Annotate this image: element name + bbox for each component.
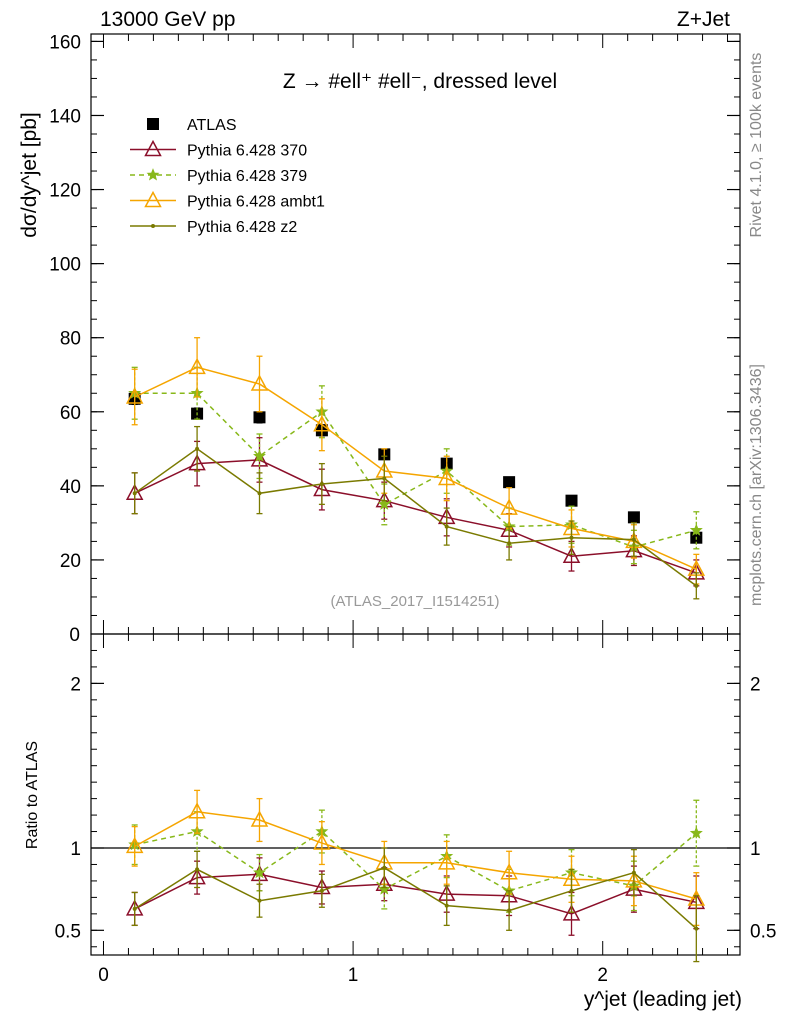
main-tick-label: 20 — [60, 551, 81, 572]
ratio-pythia-379-marker — [377, 882, 391, 895]
ratio-pythia-ambt1-marker — [437, 853, 456, 870]
legend-pythia-ambt1-marker — [144, 190, 162, 208]
legend: ATLAS Pythia 6.428 370 Pythia 6.428 379 Pyt… — [130, 117, 325, 236]
main-pythia-370-line — [134, 459, 697, 574]
ratio-tick-label-right: 2 — [750, 674, 761, 695]
ratio-pythia-ambt1-marker — [313, 833, 331, 850]
analysis-watermark: (ATLAS_2017_I1514251) — [330, 593, 499, 610]
legend-atlas-label: ATLAS — [187, 117, 237, 134]
ratio-pythia-z2-marker — [195, 867, 200, 872]
main-y-axis-title: dσ/dy^jet [pb] — [18, 112, 41, 238]
ratio-pythia-z2-marker — [444, 903, 449, 908]
legend-pythia-z2-label: Pythia 6.428 z2 — [187, 219, 297, 236]
main-zero-tick-label: 0 — [69, 625, 80, 646]
legend-pythia-ambt1-label: Pythia 6.428 ambt1 — [187, 194, 325, 211]
legend-pythia-379-label: Pythia 6.428 379 — [187, 168, 307, 185]
main-pythia-ambt1-marker — [250, 374, 269, 391]
ratio-pythia-ambt1-line — [134, 811, 697, 900]
main-pythia-z2-marker — [382, 476, 387, 481]
main-atlas-marker — [565, 494, 578, 507]
x-axis-title: y^jet (leading jet) — [584, 988, 742, 1011]
ratio-pythia-z2-marker — [507, 908, 512, 913]
legend-pythia-z2-marker — [151, 224, 155, 228]
ratio-tick-label: 0.5 — [55, 921, 81, 942]
ratio-pythia-379-marker — [252, 865, 266, 879]
main-atlas-marker — [627, 511, 640, 524]
main-pythia-z2-marker — [507, 541, 512, 546]
ratio-pythia-379-marker — [689, 826, 703, 839]
ratio-pythia-z2-marker — [694, 926, 699, 931]
main-atlas-marker — [253, 411, 266, 424]
ratio-pythia-370-line — [134, 873, 697, 915]
ratio-pythia-379-line — [134, 830, 697, 892]
ratio-pythia-z2-marker — [631, 870, 636, 875]
ratio-tick-label: 1 — [70, 839, 81, 860]
main-tick-label: 120 — [49, 181, 81, 202]
main-pythia-379-marker — [252, 449, 266, 462]
main-pythia-z2-marker — [444, 524, 449, 529]
ratio-pythia-z2-marker — [319, 888, 324, 893]
ratio-pythia-z2-marker — [382, 865, 387, 870]
ratio-x-tick-label: 0 — [98, 965, 109, 986]
ratio-tick-label: 2 — [70, 674, 81, 695]
ratio-pythia-z2-marker — [569, 888, 574, 893]
main-pythia-z2-marker — [132, 491, 137, 496]
main-tick-label: 160 — [49, 32, 81, 53]
ratio-frame — [90, 633, 741, 956]
ratio-axes: 0.5 0.5 1 1 2 2 0 1 2 — [55, 634, 776, 986]
header-left: 13000 GeV pp — [100, 8, 235, 31]
legend-pythia-379-marker — [146, 168, 160, 181]
main-tick-label: 60 — [60, 403, 81, 424]
main-tick-label: 100 — [49, 255, 81, 276]
ratio-series — [125, 789, 706, 963]
main-pythia-370-marker — [562, 546, 581, 563]
rivet-label: Rivet 4.1.0, ≥ 100k events — [748, 53, 765, 238]
main-pythia-ambt1-line — [134, 366, 697, 570]
main-pythia-379-marker — [689, 523, 703, 536]
main-tick-label: 140 — [49, 106, 81, 127]
legend-pythia-370-label: Pythia 6.428 370 — [187, 143, 307, 160]
header-right: Z+Jet — [677, 8, 730, 31]
main-pythia-ambt1-marker — [437, 468, 456, 486]
ratio-y-axis-title: Ratio to ATLAS — [24, 741, 41, 849]
main-pythia-ambt1-marker — [125, 387, 144, 404]
main-atlas-marker — [503, 476, 516, 489]
ratio-tick-label-right: 0.5 — [750, 921, 776, 942]
main-axes: 20 40 60 80 100 120 140 160 — [49, 32, 740, 635]
main-pythia-z2-line — [134, 447, 697, 587]
main-pythia-z2-marker — [319, 482, 324, 486]
ratio-pythia-z2-line — [134, 866, 697, 930]
ratio-tick-label-right: 1 — [750, 839, 761, 860]
main-pythia-z2-marker — [631, 537, 636, 542]
plot-title: Z → #ell⁺ #ell⁻, dressed level — [283, 70, 557, 93]
main-pythia-z2-marker — [257, 491, 262, 496]
ratio-pythia-ambt1-marker — [250, 810, 269, 827]
main-pythia-z2-marker — [569, 535, 574, 540]
ratio-x-tick-label: 1 — [348, 965, 359, 986]
mcplots-label: mcplots.cern.ch [arXiv:1306.3436] — [748, 364, 765, 606]
main-pythia-379-line — [134, 392, 697, 548]
main-pythia-z2-marker — [694, 583, 699, 588]
main-tick-label: 40 — [60, 477, 81, 498]
main-series — [125, 337, 706, 600]
ratio-pythia-ambt1-marker — [500, 863, 518, 880]
main-pythia-z2-marker — [195, 446, 200, 451]
main-pythia-ambt1-marker — [500, 498, 518, 515]
ratio-pythia-ambt1-marker — [125, 836, 144, 854]
ratio-x-tick-label: 2 — [597, 965, 608, 986]
ratio-pythia-370-marker — [562, 904, 581, 921]
main-tick-label: 80 — [60, 329, 81, 350]
main-pythia-ambt1-marker — [313, 415, 331, 432]
ratio-pythia-ambt1-marker — [188, 802, 206, 819]
ratio-pythia-z2-marker — [257, 898, 262, 903]
main-pythia-379-marker — [377, 497, 391, 510]
ratio-pythia-z2-marker — [132, 906, 137, 911]
main-pythia-ambt1-marker — [188, 357, 206, 375]
legend-pythia-370-marker — [144, 139, 162, 157]
legend-atlas-marker — [147, 118, 159, 130]
